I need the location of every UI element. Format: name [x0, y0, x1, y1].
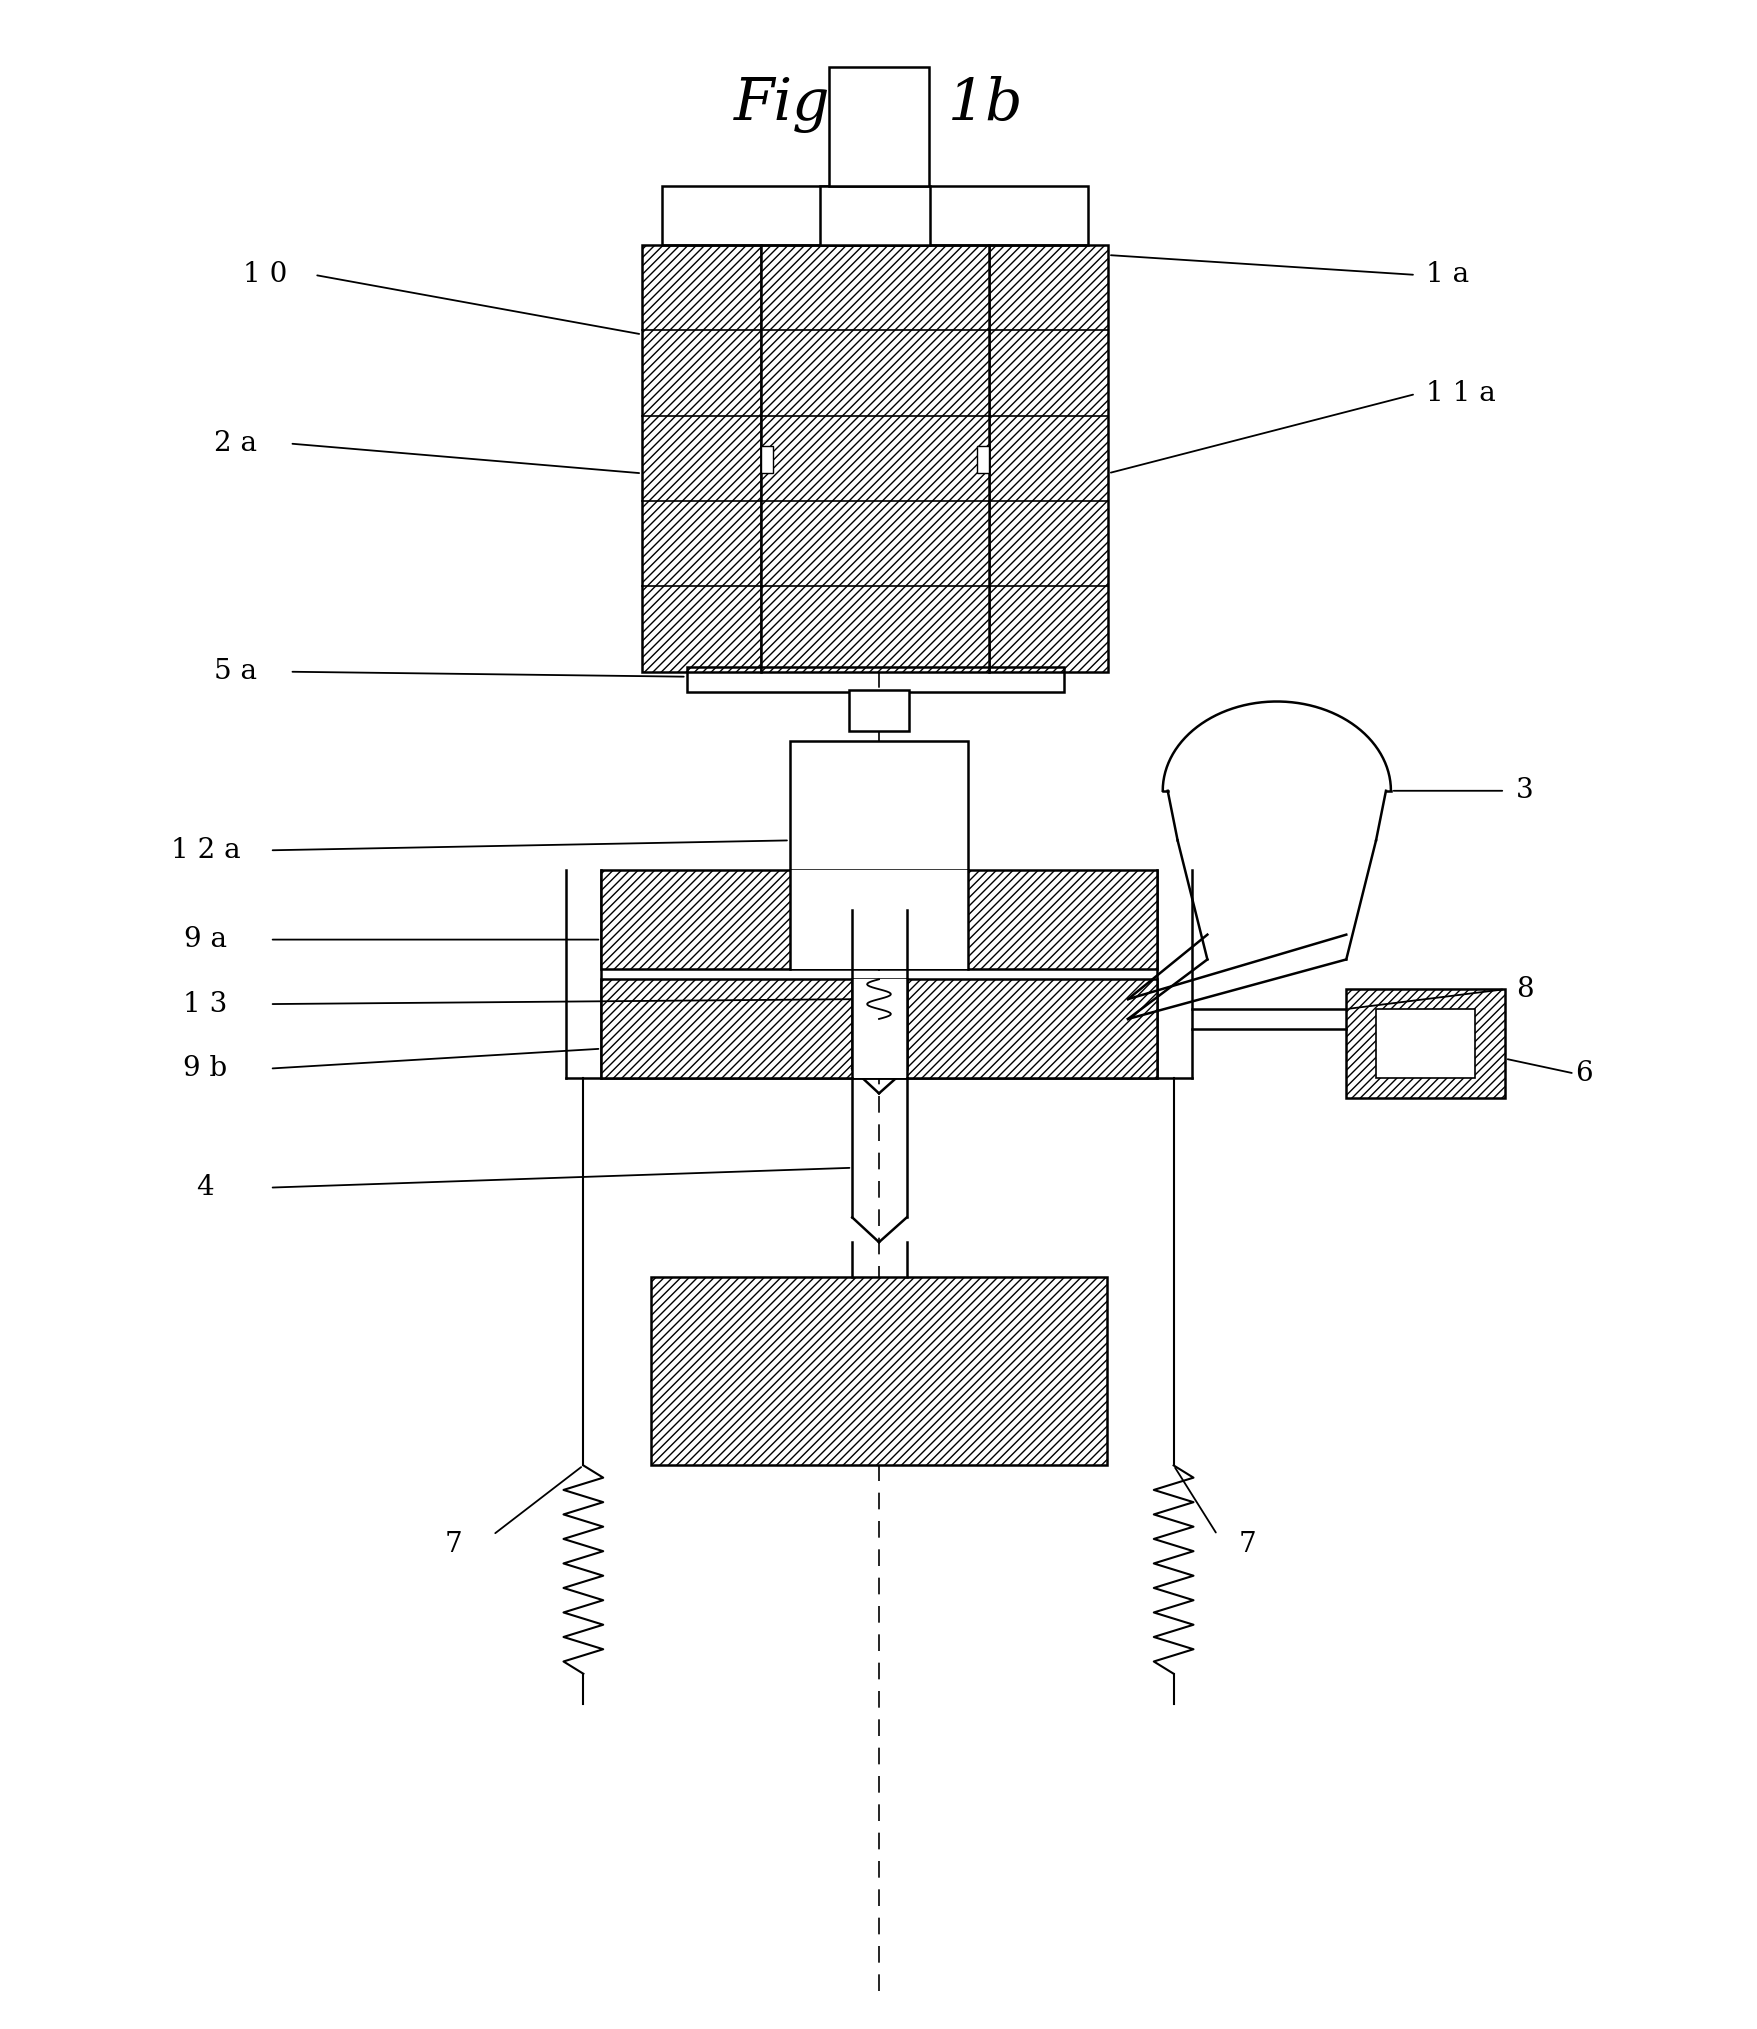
Bar: [852, 980, 907, 1079]
Text: 7: 7: [445, 1532, 462, 1558]
Text: 1 3: 1 3: [183, 990, 227, 1019]
Text: 1 1 a: 1 1 a: [1425, 381, 1495, 408]
Bar: [761, 446, 773, 473]
Text: 9 b: 9 b: [183, 1055, 227, 1081]
Bar: [687, 668, 1063, 692]
Text: 5 a: 5 a: [214, 657, 257, 686]
Bar: [789, 870, 968, 970]
Bar: [601, 870, 1156, 970]
Bar: [977, 446, 989, 473]
Text: 8: 8: [1515, 976, 1532, 1002]
Bar: [989, 246, 1107, 672]
Bar: [821, 185, 929, 246]
Text: 1 2 a: 1 2 a: [170, 836, 241, 864]
Text: 4: 4: [197, 1175, 214, 1201]
Text: 1 a: 1 a: [1425, 262, 1467, 288]
Bar: [849, 690, 908, 730]
Text: 3: 3: [1515, 777, 1532, 803]
Text: 6: 6: [1574, 1059, 1592, 1088]
Bar: [829, 67, 928, 185]
Bar: [761, 246, 989, 672]
Text: 7: 7: [1237, 1532, 1254, 1558]
Bar: [641, 246, 761, 672]
Text: 2 a: 2 a: [214, 430, 257, 457]
Bar: [601, 980, 1156, 1079]
Bar: [661, 185, 1088, 246]
Bar: [650, 1276, 1107, 1465]
Text: Figure 1b: Figure 1b: [734, 77, 1023, 134]
Text: 9 a: 9 a: [184, 925, 227, 954]
Bar: [1376, 1008, 1474, 1079]
Text: 1 0: 1 0: [242, 262, 286, 288]
Bar: [789, 741, 968, 939]
Bar: [1346, 990, 1504, 1098]
